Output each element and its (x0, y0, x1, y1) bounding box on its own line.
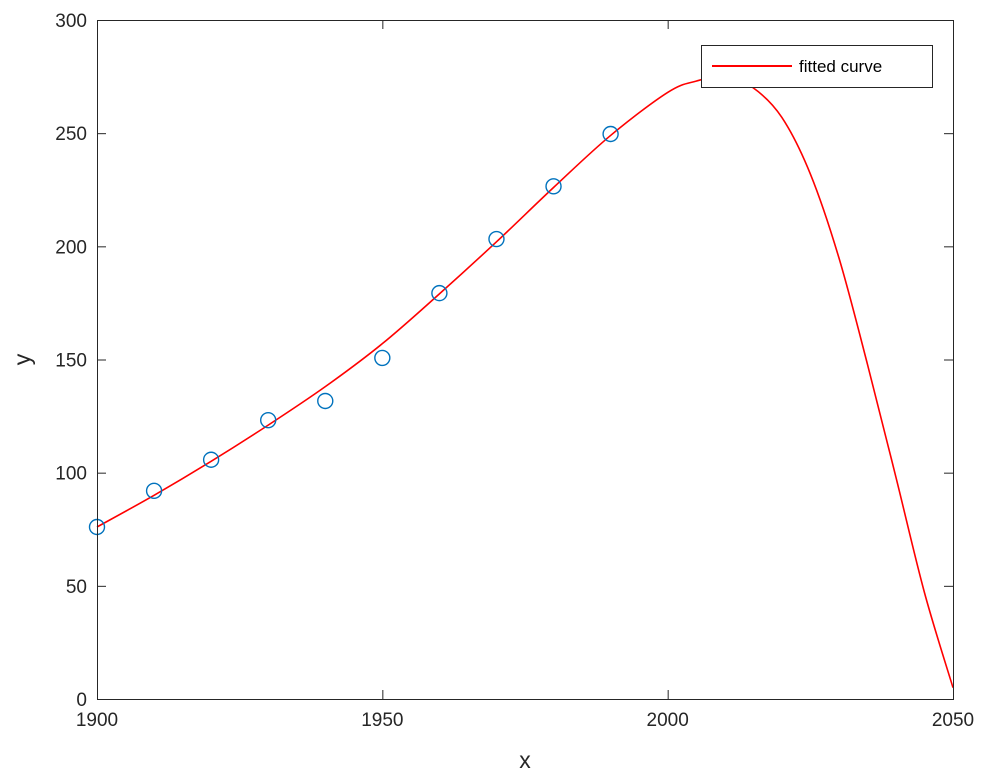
series-line (96, 75, 954, 688)
data-point (374, 349, 391, 367)
data-point (545, 178, 562, 195)
legend: fitted curve (701, 45, 933, 88)
x-tick-label: 1950 (361, 710, 403, 731)
data-point (202, 451, 220, 468)
x-tick-label: 1900 (76, 710, 118, 731)
legend-entry-label: fitted curve (799, 57, 882, 76)
data-point (145, 482, 163, 500)
plot-area (97, 20, 953, 699)
x-tick-label: 2000 (647, 710, 689, 731)
data-point (317, 392, 334, 410)
y-tick-label: 50 (66, 577, 87, 598)
ticks-layer: 1900 1950 2000 2050 0 50 100 150 200 250 300 (55, 11, 974, 731)
y-tick-label: 0 (76, 690, 87, 711)
data-point (602, 125, 619, 143)
data-point (488, 230, 505, 248)
y-tick-label: 100 (55, 464, 87, 485)
x-tick-label: 2050 (932, 710, 974, 731)
y-tick-label: 150 (55, 351, 87, 372)
y-tick-label: 300 (55, 11, 87, 32)
y-axis-label: y (9, 353, 35, 365)
data-point (260, 411, 277, 429)
series-layer (96, 75, 954, 688)
x-axis-label: x (519, 747, 531, 771)
y-tick-label: 250 (55, 124, 87, 145)
y-tick-label: 200 (55, 237, 87, 258)
data-point (431, 284, 448, 302)
